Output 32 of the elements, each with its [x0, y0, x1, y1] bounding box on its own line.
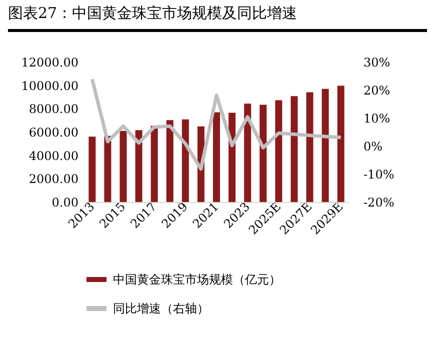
bar: [337, 86, 344, 202]
bar: [260, 104, 267, 202]
y2-tick-label: -10%: [364, 168, 394, 182]
y-tick-label: 10000.00: [21, 78, 78, 93]
y-tick-label: 2000.00: [28, 172, 78, 186]
legend-label: 同比增速（右轴）: [113, 302, 209, 316]
y-tick-label: 4000.00: [28, 148, 78, 163]
bar: [244, 104, 252, 202]
y2-tick-label: 30%: [364, 56, 390, 70]
bar: [322, 88, 329, 202]
y-tick-label: 8000.00: [28, 102, 78, 116]
bar: [104, 136, 112, 202]
bar: [88, 136, 96, 202]
y2-tick-label: 20%: [364, 84, 390, 98]
legend-label: 中国黄金珠宝市场规模（亿元）: [113, 272, 281, 286]
bar: [275, 100, 282, 202]
y2-tick-label: -20%: [364, 196, 394, 210]
bar: [228, 112, 236, 202]
bar: [135, 130, 142, 202]
y2-tick-label: 0%: [364, 140, 383, 154]
bar: [150, 126, 158, 202]
bar: [306, 92, 314, 202]
bar: [166, 120, 174, 202]
y-tick-label: 6000.00: [28, 126, 78, 140]
line-series: [90, 78, 343, 171]
bar: [182, 119, 189, 202]
bar: [213, 112, 220, 202]
y2-tick-label: 10%: [364, 112, 390, 126]
y-tick-label: 12000.00: [21, 56, 78, 70]
bar: [120, 130, 127, 202]
bar: [290, 96, 298, 202]
chart-title: 图表27：中国黄金珠宝市场规模及同比增速: [8, 4, 427, 32]
